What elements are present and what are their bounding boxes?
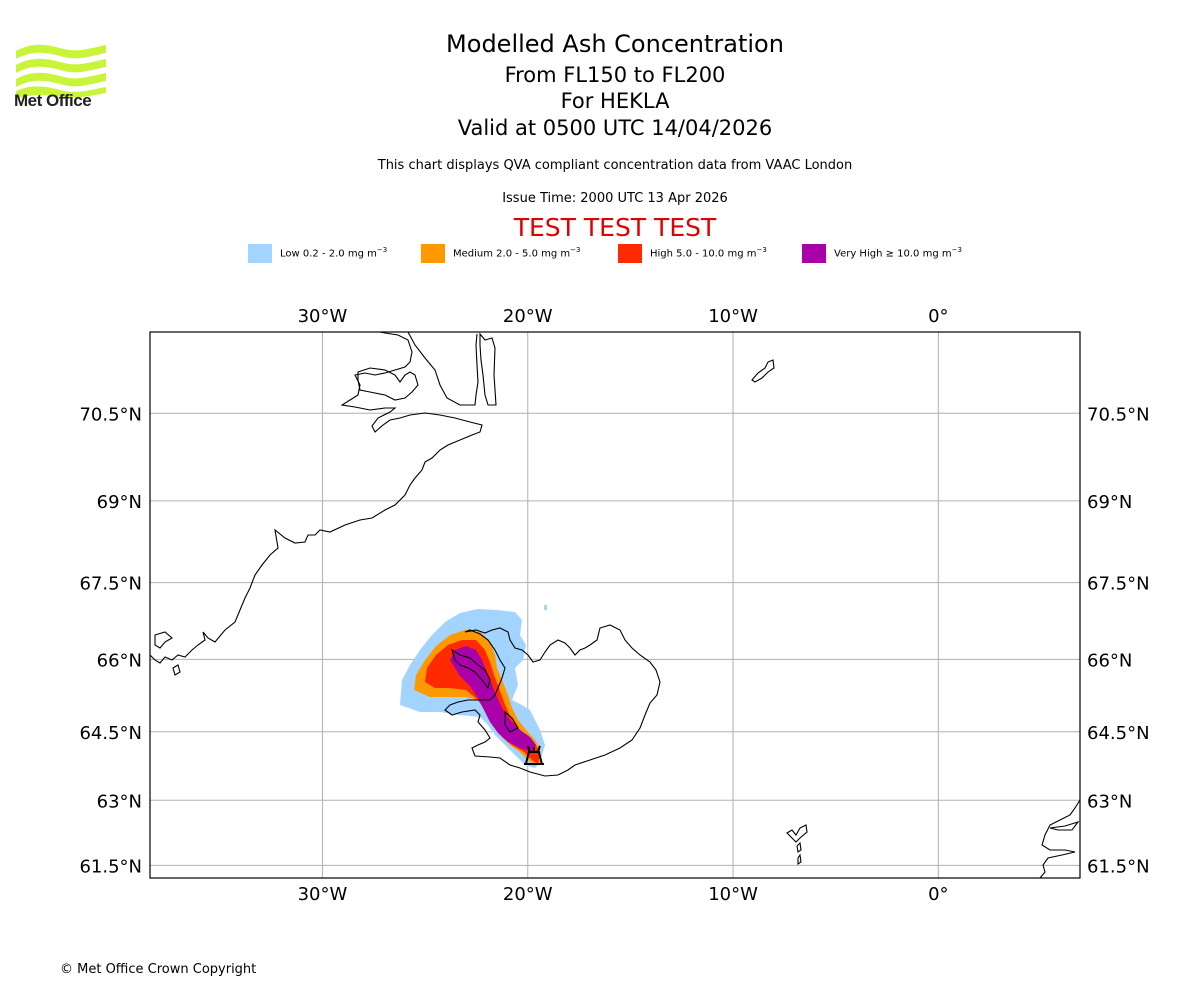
coastlines [150,332,1080,878]
lon-tick-label-bottom: 10°W [708,884,758,905]
ash-low-speck [544,605,547,610]
coastline-faroe-islands [786,824,808,866]
coastline-greenland-island [154,631,181,676]
gridlines [150,332,1080,878]
lat-tick-label-right: 64.5°N [1087,723,1150,744]
coastline-greenland [150,332,497,664]
coastline-iceland-fjords [451,648,519,733]
lat-tick-label-left: 67.5°N [79,574,142,595]
legend-swatch-low [248,244,272,263]
lon-tick-label-top: 0° [928,306,948,327]
met-office-logo-icon [16,44,106,99]
lat-tick-label-left: 69°N [97,492,142,513]
lon-tick-label-bottom: 30°W [298,884,348,905]
coastline-greenland-inlet [357,367,419,401]
logo-text: Met Office [14,91,92,110]
lat-tick-label-right: 61.5°N [1087,856,1150,877]
copyright-notice: © Met Office Crown Copyright [60,962,257,977]
lon-tick-label-bottom: 0° [928,884,948,905]
coastline-jan-mayen [751,359,775,383]
lat-tick-label-right: 66°N [1087,650,1132,671]
lon-tick-label-top: 10°W [708,306,758,327]
lat-tick-label-left: 70.5°N [79,404,142,425]
lat-tick-label-left: 64.5°N [79,723,142,744]
volcano-marker-icon [523,745,544,765]
legend-label-low: Low 0.2 - 2.0 mg m−3 [280,246,388,260]
legend-label-very-high: Very High ≥ 10.0 mg m−3 [834,246,962,260]
lat-tick-label-left: 63°N [97,791,142,812]
lat-tick-label-right: 67.5°N [1087,574,1150,595]
lat-tick-label-right: 63°N [1087,791,1132,812]
lon-tick-label-top: 20°W [503,306,553,327]
map-background [150,332,1080,878]
chart-title: Modelled Ash Concentration [446,30,784,58]
legend-label-high: High 5.0 - 10.0 mg m−3 [650,246,767,260]
volcano-name: For HEKLA [560,89,670,113]
chart-description: This chart displays QVA compliant concen… [377,158,853,173]
valid-time: Valid at 0500 UTC 14/04/2026 [457,116,773,140]
coastline-iceland [444,624,661,777]
lon-tick-label-bottom: 20°W [503,884,553,905]
legend-swatch-medium [421,244,445,263]
lat-tick-label-right: 69°N [1087,492,1132,513]
lat-tick-label-right: 70.5°N [1087,404,1150,425]
test-banner: TEST TEST TEST [513,213,717,242]
ash-very-high-area [450,646,536,752]
lat-tick-label-left: 66°N [97,650,142,671]
axis-tick-labels: 30°W 30°W 20°W 20°W 10°W 10°W 0° 0° 70.5°N 70.5°N… [79,306,1149,905]
lat-tick-label-left: 61.5°N [79,856,142,877]
legend-label-medium: Medium 2.0 - 5.0 mg m−3 [453,246,581,260]
lon-tick-label-top: 30°W [298,306,348,327]
issue-time: Issue Time: 2000 UTC 13 Apr 2026 [502,191,728,206]
map-frame [149,331,1081,879]
legend-swatch-high [618,244,642,263]
flight-level-range: From FL150 to FL200 [504,63,726,87]
coastline-norway [1039,799,1080,878]
legend-swatch-very-high [802,244,826,263]
